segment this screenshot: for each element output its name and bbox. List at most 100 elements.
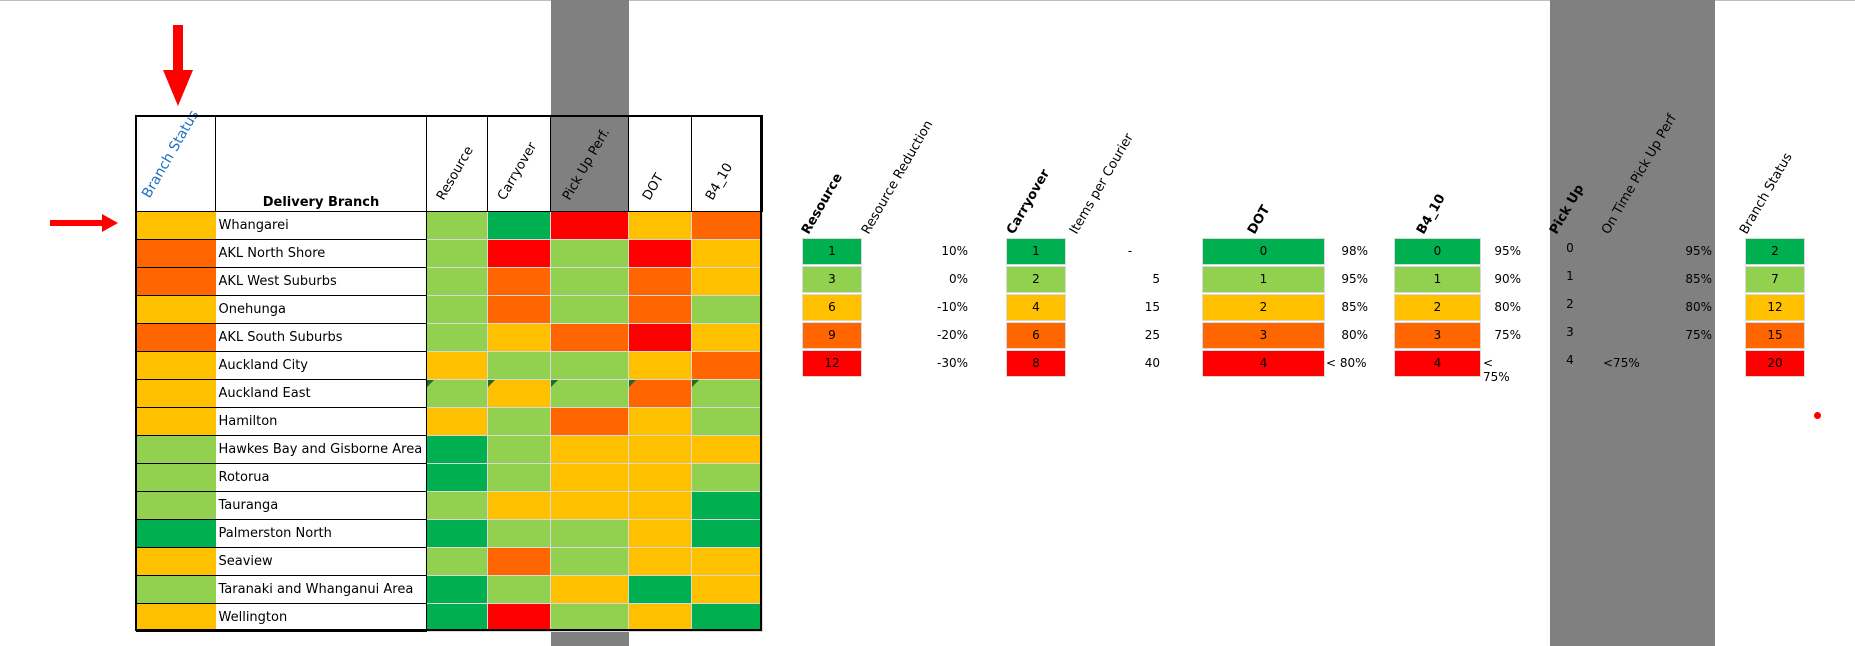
resource-cell[interactable] xyxy=(426,575,488,604)
delivery-branch-cell[interactable]: Whangarei xyxy=(215,211,427,240)
b4-cell[interactable] xyxy=(691,435,763,464)
carryover-cell[interactable] xyxy=(487,295,551,324)
delivery-branch-cell[interactable]: Wellington xyxy=(215,603,427,632)
resource-legend-cell[interactable]: 1 xyxy=(802,238,862,265)
b4-cell[interactable] xyxy=(691,463,763,492)
carryover-cell[interactable] xyxy=(487,239,551,268)
delivery-branch-cell[interactable]: AKL West Suburbs xyxy=(215,267,427,296)
header-dot[interactable]: DOT xyxy=(628,115,692,212)
carryover-cell[interactable] xyxy=(487,435,551,464)
branch-status-legend-cell[interactable]: 15 xyxy=(1745,322,1805,349)
dot-cell[interactable] xyxy=(628,407,692,436)
resource-cell[interactable] xyxy=(426,211,488,240)
pickup-cell[interactable] xyxy=(550,463,629,492)
carryover-legend-cell[interactable]: 4 xyxy=(1006,294,1066,321)
dot-cell[interactable] xyxy=(628,575,692,604)
pickup-cell[interactable] xyxy=(550,211,629,240)
pickup-cell[interactable] xyxy=(550,435,629,464)
dot-cell[interactable] xyxy=(628,267,692,296)
pickup-cell[interactable] xyxy=(550,351,629,380)
carryover-legend-cell[interactable]: 2 xyxy=(1006,266,1066,293)
resource-cell[interactable] xyxy=(426,351,488,380)
branch-status-cell[interactable] xyxy=(136,491,216,520)
dot-cell[interactable] xyxy=(628,239,692,268)
branch-status-cell[interactable] xyxy=(136,323,216,352)
branch-status-cell[interactable] xyxy=(136,463,216,492)
dot-cell[interactable] xyxy=(628,603,692,632)
branch-status-cell[interactable] xyxy=(136,603,216,632)
branch-status-cell[interactable] xyxy=(136,379,216,408)
resource-cell[interactable] xyxy=(426,295,488,324)
b4-cell[interactable] xyxy=(691,267,763,296)
delivery-branch-cell[interactable]: Palmerston North xyxy=(215,519,427,548)
branch-status-cell[interactable] xyxy=(136,211,216,240)
carryover-cell[interactable] xyxy=(487,575,551,604)
delivery-branch-cell[interactable]: AKL South Suburbs xyxy=(215,323,427,352)
pickup-cell[interactable] xyxy=(550,379,629,408)
carryover-legend-cell[interactable]: 8 xyxy=(1006,350,1066,377)
resource-legend-cell[interactable]: 3 xyxy=(802,266,862,293)
b4-cell[interactable] xyxy=(691,323,763,352)
header-resource[interactable]: Resource xyxy=(426,115,488,212)
b4-cell[interactable] xyxy=(691,491,763,520)
branch-status-legend-cell[interactable]: 7 xyxy=(1745,266,1805,293)
branch-status-cell[interactable] xyxy=(136,239,216,268)
dot-cell[interactable] xyxy=(628,491,692,520)
b4-cell[interactable] xyxy=(691,379,763,408)
dot-cell[interactable] xyxy=(628,295,692,324)
carryover-cell[interactable] xyxy=(487,267,551,296)
resource-cell[interactable] xyxy=(426,547,488,576)
header-delivery-branch[interactable]: Delivery Branch xyxy=(215,115,427,212)
branch-status-cell[interactable] xyxy=(136,407,216,436)
branch-status-cell[interactable] xyxy=(136,435,216,464)
resource-cell[interactable] xyxy=(426,519,488,548)
delivery-branch-cell[interactable]: AKL North Shore xyxy=(215,239,427,268)
dot-cell[interactable] xyxy=(628,519,692,548)
delivery-branch-cell[interactable]: Rotorua xyxy=(215,463,427,492)
carryover-cell[interactable] xyxy=(487,379,551,408)
dot-cell[interactable] xyxy=(628,435,692,464)
branch-status-cell[interactable] xyxy=(136,267,216,296)
dot-cell[interactable] xyxy=(628,547,692,576)
b4-cell[interactable] xyxy=(691,295,763,324)
branch-status-cell[interactable] xyxy=(136,575,216,604)
carryover-cell[interactable] xyxy=(487,323,551,352)
resource-cell[interactable] xyxy=(426,603,488,632)
b4-10-legend-cell[interactable]: 2 xyxy=(1394,294,1481,321)
delivery-branch-cell[interactable]: Auckland City xyxy=(215,351,427,380)
carryover-cell[interactable] xyxy=(487,463,551,492)
delivery-branch-cell[interactable]: Hamilton xyxy=(215,407,427,436)
b4-10-legend-cell[interactable]: 0 xyxy=(1394,238,1481,265)
branch-status-cell[interactable] xyxy=(136,295,216,324)
dot-legend-cell[interactable]: 2 xyxy=(1202,294,1325,321)
b4-cell[interactable] xyxy=(691,407,763,436)
pickup-cell[interactable] xyxy=(550,407,629,436)
carryover-cell[interactable] xyxy=(487,211,551,240)
dot-legend-cell[interactable]: 1 xyxy=(1202,266,1325,293)
header-b4-10[interactable]: B4_10 xyxy=(691,115,763,212)
carryover-cell[interactable] xyxy=(487,547,551,576)
resource-legend-cell[interactable]: 6 xyxy=(802,294,862,321)
pickup-cell[interactable] xyxy=(550,267,629,296)
delivery-branch-cell[interactable]: Seaview xyxy=(215,547,427,576)
delivery-branch-cell[interactable]: Auckland East xyxy=(215,379,427,408)
pickup-cell[interactable] xyxy=(550,295,629,324)
delivery-branch-cell[interactable]: Hawkes Bay and Gisborne Area xyxy=(215,435,427,464)
branch-status-legend-cell[interactable]: 20 xyxy=(1745,350,1805,377)
pickup-cell[interactable] xyxy=(550,239,629,268)
resource-cell[interactable] xyxy=(426,267,488,296)
dot-legend-cell[interactable]: 3 xyxy=(1202,322,1325,349)
resource-legend-cell[interactable]: 12 xyxy=(802,350,862,377)
branch-status-cell[interactable] xyxy=(136,547,216,576)
branch-status-cell[interactable] xyxy=(136,351,216,380)
carryover-legend-cell[interactable]: 1 xyxy=(1006,238,1066,265)
header-carryover[interactable]: Carryover xyxy=(487,115,551,212)
resource-cell[interactable] xyxy=(426,407,488,436)
dot-cell[interactable] xyxy=(628,379,692,408)
pickup-cell[interactable] xyxy=(550,491,629,520)
dot-cell[interactable] xyxy=(628,463,692,492)
carryover-cell[interactable] xyxy=(487,351,551,380)
branch-status-cell[interactable] xyxy=(136,519,216,548)
delivery-branch-cell[interactable]: Taranaki and Whanganui Area xyxy=(215,575,427,604)
b4-10-legend-cell[interactable]: 1 xyxy=(1394,266,1481,293)
